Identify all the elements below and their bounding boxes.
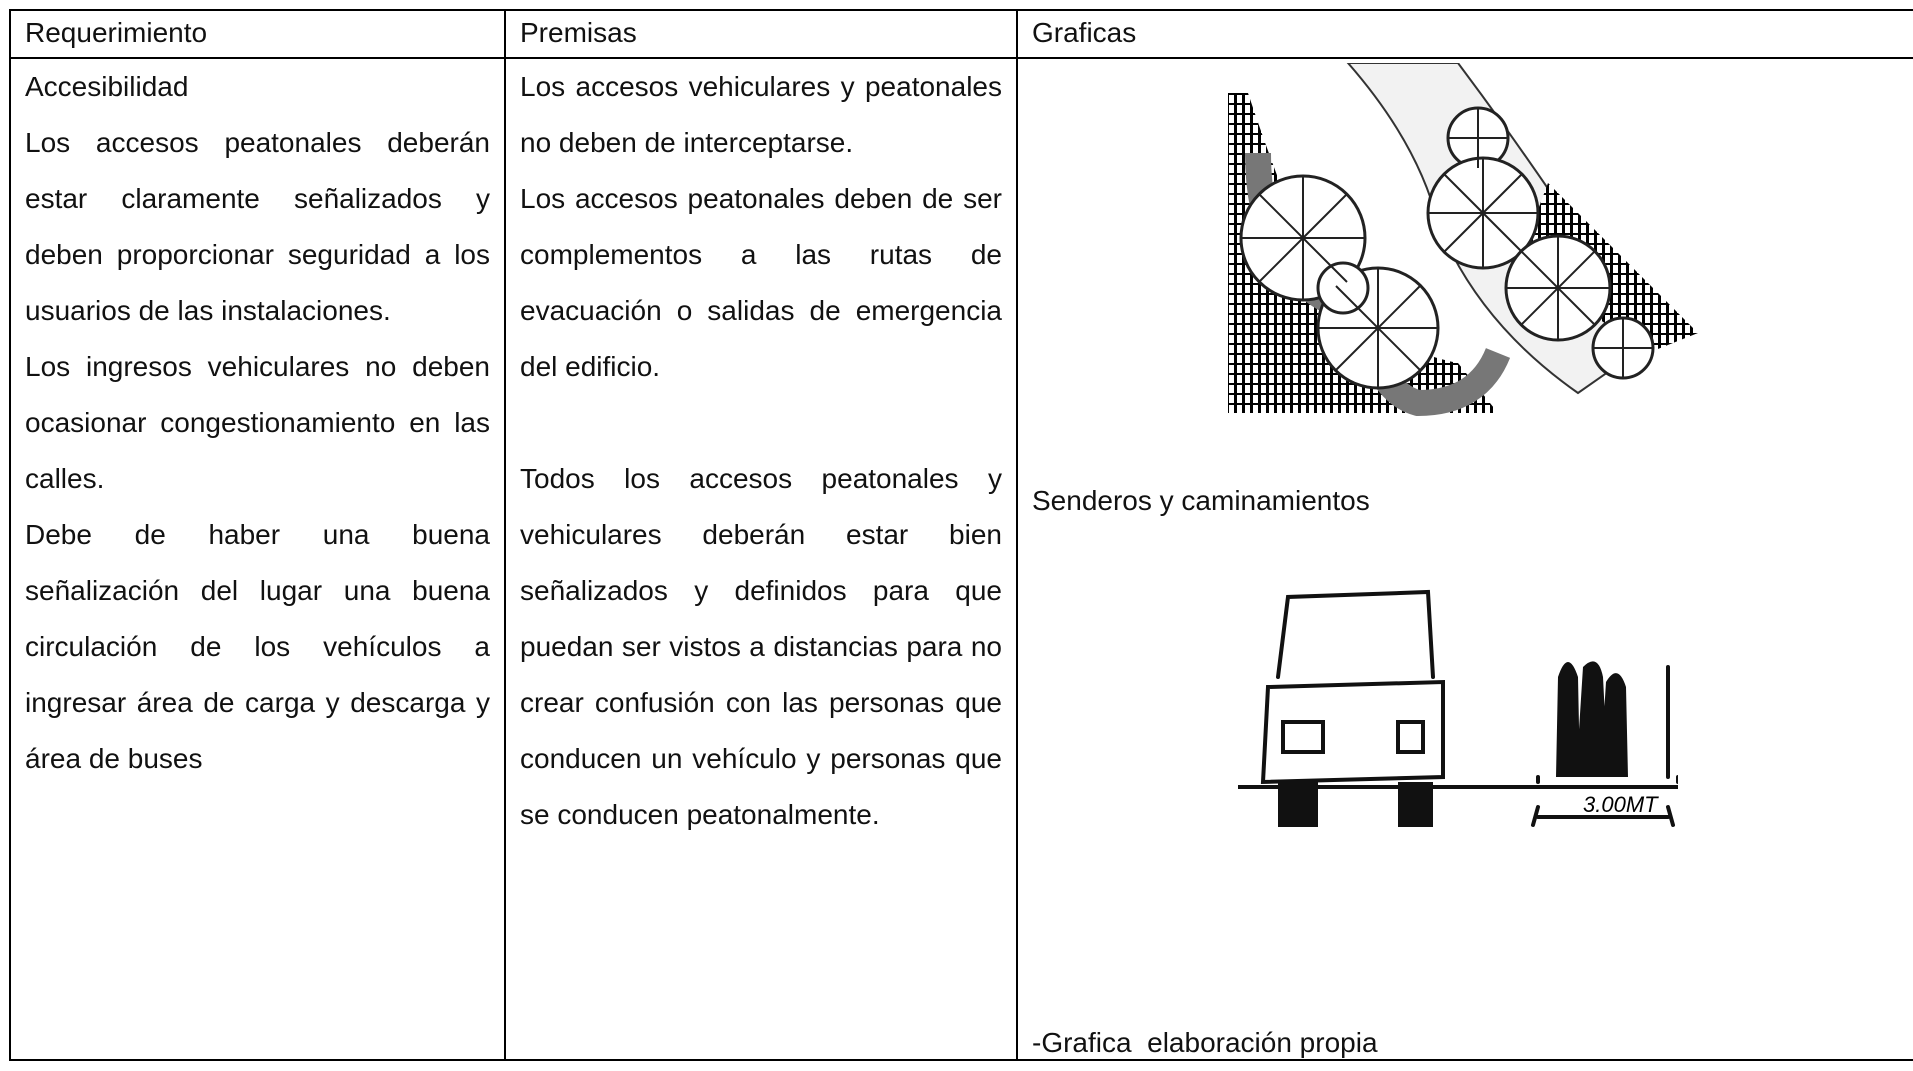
header-cell: Premisas: [504, 9, 1018, 59]
header-cell: Graficas: [1016, 9, 1913, 59]
paragraph: Los accesos vehiculares y peatonales no …: [520, 71, 1002, 158]
paragraph: Accesibilidad: [25, 71, 189, 102]
premise-cell: Los accesos vehiculares y peatonales no …: [504, 57, 1018, 1061]
paragraph: Los accesos peatonales deberán estar cla…: [25, 127, 490, 326]
graphics-cell: Senderos y caminamientos 3.00MT -Grafica…: [1016, 57, 1913, 1061]
body-row: Accesibilidad Los accesos peatonales deb…: [9, 57, 1913, 1061]
paragraph: Todos los accesos peatonales y vehicular…: [520, 463, 1002, 830]
caption: -Grafica elaboración propia: [1032, 1027, 1378, 1058]
caption: Senderos y caminamientos: [1032, 485, 1370, 516]
paragraph: Debe de haber una buena señalización del…: [25, 519, 490, 774]
header-cell: Requerimiento: [9, 9, 506, 59]
paragraph: Los ingresos vehiculares no deben ocasio…: [25, 351, 490, 494]
paths-sketch: [1228, 63, 1698, 417]
vehicle-sketch: 3.00MT: [1238, 589, 1678, 827]
dimension-label: 3.00MT: [1583, 792, 1659, 817]
requirements-table: Requerimiento Premisas Graficas Accesibi…: [9, 9, 1913, 1061]
paragraph: Los accesos peatonales deben de ser comp…: [520, 183, 1002, 382]
header-row: Requerimiento Premisas Graficas: [9, 9, 1913, 59]
page: {"table":{"header":["Requerimiento","Pre…: [9, 9, 1913, 1061]
requirement-cell: Accesibilidad Los accesos peatonales deb…: [9, 57, 506, 1061]
body: Requerimiento Premisas Graficas Accesibi…: [9, 9, 1913, 1061]
